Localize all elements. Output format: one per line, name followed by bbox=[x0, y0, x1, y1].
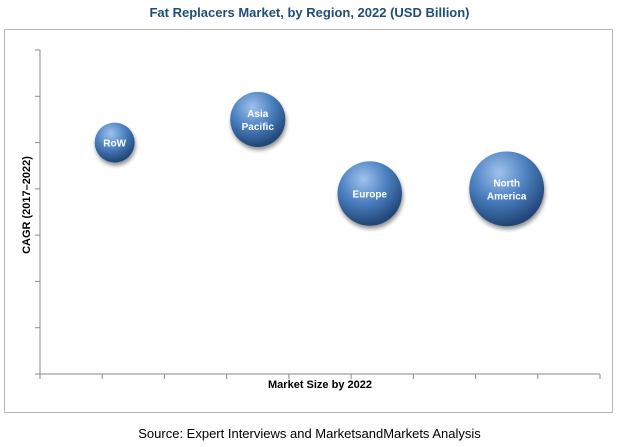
y-axis-label: CAGR (2017–2022) bbox=[21, 156, 33, 254]
bubble-label: Asia bbox=[247, 109, 269, 120]
x-axis-label: Market Size by 2022 bbox=[268, 379, 372, 391]
bubble-asia-pacific bbox=[230, 91, 286, 147]
bubble-label: America bbox=[487, 191, 527, 202]
bubble-label: North bbox=[493, 178, 520, 189]
bubble-row bbox=[94, 122, 135, 163]
bubble-europe bbox=[337, 161, 403, 226]
bubble-north-america bbox=[469, 151, 545, 227]
bubble-label: Europe bbox=[353, 189, 388, 200]
bubble-label: RoW bbox=[103, 139, 126, 150]
bubble-label: Pacific bbox=[242, 122, 275, 133]
chart-frame bbox=[4, 29, 613, 413]
source-note: Source: Expert Interviews and Marketsand… bbox=[138, 426, 481, 441]
chart-title: Fat Replacers Market, by Region, 2022 (U… bbox=[149, 5, 470, 20]
